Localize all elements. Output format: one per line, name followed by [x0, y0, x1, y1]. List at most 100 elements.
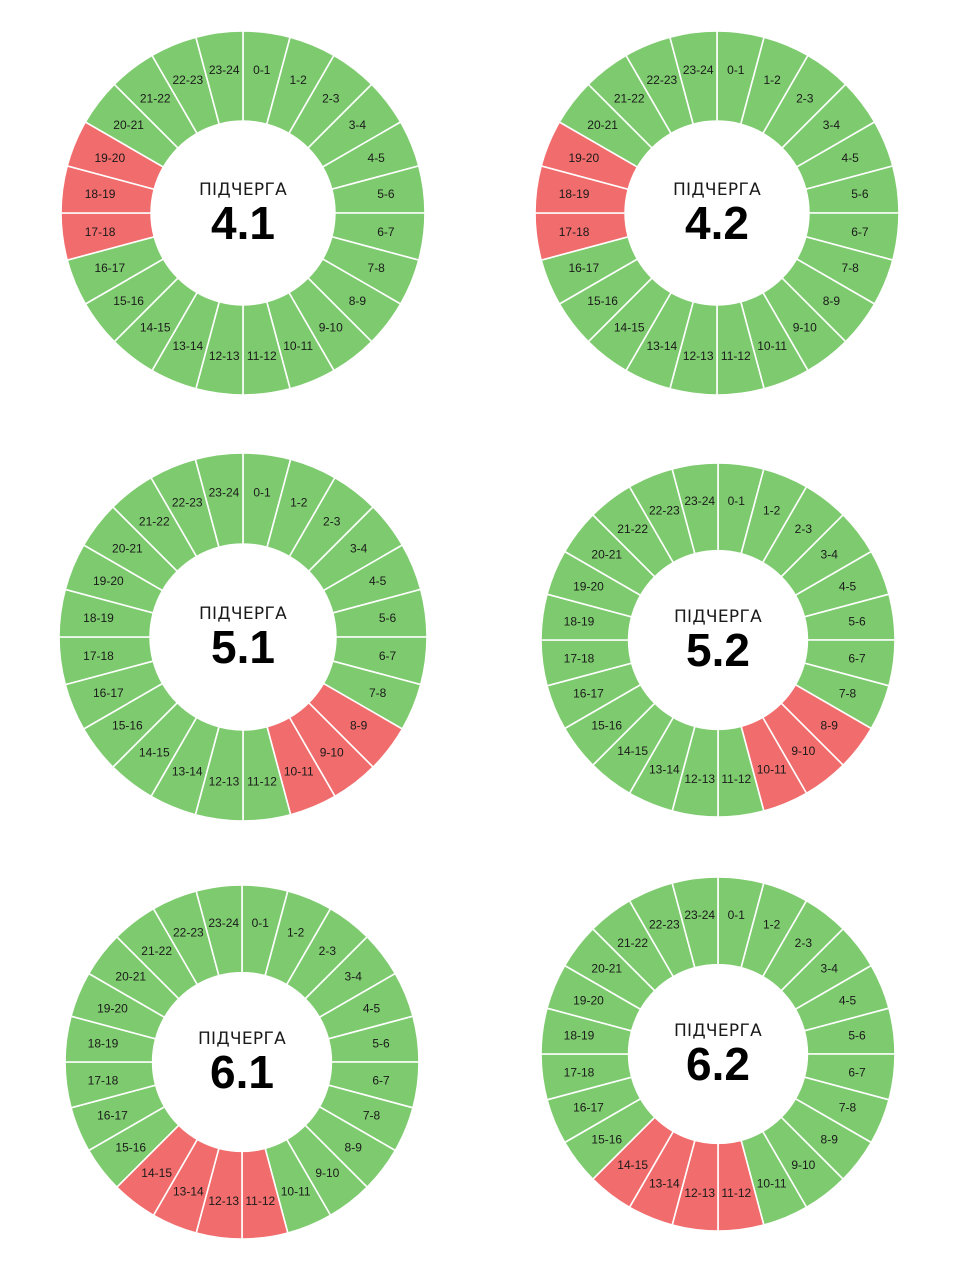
slot-label: 6-7	[848, 651, 866, 665]
slot-label: 9-10	[320, 746, 344, 760]
slot-label: 6-7	[379, 649, 397, 663]
slot-label: 4-5	[839, 993, 857, 1007]
slot-label: 6-7	[851, 225, 869, 239]
slot-label: 22-23	[646, 73, 677, 87]
slot-label: 9-10	[791, 1158, 815, 1172]
slot-label: 9-10	[319, 320, 343, 334]
slot-label: 11-12	[247, 774, 277, 788]
slot-label: 11-12	[721, 772, 751, 786]
slot-label: 4-5	[369, 574, 387, 588]
dial-4-2: 0-1 1-2 2-3 3-4 4-5 5-6 6-7 7-8 8-9 9-10 10-11 11-1…	[534, 30, 900, 396]
subqueue-label: ПІДЧЕРГА	[199, 180, 287, 200]
slot-label: 9-10	[791, 744, 815, 758]
slot-label: 4-5	[368, 151, 386, 165]
dial-5-2-chart: 0-1 1-2 2-3 3-4 4-5 5-6 6-7 7-8 8-9 9-10 10-11 11-1…	[540, 462, 896, 818]
slot-label: 20-21	[587, 118, 618, 132]
slot-label: 0-1	[252, 916, 270, 930]
slot-label: 10-11	[284, 765, 314, 779]
subqueue-label: ПІДЧЕРГА	[674, 1021, 762, 1041]
subqueue-label: ПІДЧЕРГА	[199, 604, 287, 624]
slot-label: 8-9	[350, 719, 368, 733]
dial-6-1-chart: 0-1 1-2 2-3 3-4 4-5 5-6 6-7 7-8 8-9 9-10 10-11 11-1…	[64, 884, 420, 1240]
slot-label: 16-17	[93, 686, 124, 700]
slot-label: 10-11	[757, 1177, 787, 1191]
slot-label: 13-14	[649, 1177, 680, 1191]
slot-label: 17-18	[559, 225, 590, 239]
slot-label: 19-20	[568, 151, 599, 165]
subqueue-number: 5.1	[211, 621, 275, 673]
slot-label: 7-8	[369, 686, 387, 700]
slot-label: 17-18	[85, 225, 116, 239]
slot-label: 2-3	[323, 514, 341, 528]
subqueue-number: 4.1	[211, 197, 275, 249]
slot-label: 5-6	[377, 187, 395, 201]
slot-label: 2-3	[319, 944, 337, 958]
slot-label: 8-9	[823, 294, 841, 308]
slot-label: 5-6	[372, 1037, 390, 1051]
slot-label: 23-24	[208, 916, 239, 930]
slot-label: 20-21	[591, 962, 622, 976]
slot-label: 4-5	[842, 151, 860, 165]
subqueue-label: ПІДЧЕРГА	[674, 607, 762, 627]
slot-label: 6-7	[848, 1065, 866, 1079]
slot-label: 3-4	[350, 541, 368, 555]
slot-label: 11-12	[721, 349, 751, 363]
slot-label: 21-22	[139, 514, 170, 528]
slot-label: 1-2	[290, 495, 308, 509]
slot-label: 3-4	[823, 118, 841, 132]
slot-label: 22-23	[173, 925, 204, 939]
slot-label: 5-6	[851, 187, 869, 201]
slot-label: 12-13	[208, 1194, 239, 1208]
slot-label: 12-13	[684, 1186, 715, 1200]
dial-5-2: 0-1 1-2 2-3 3-4 4-5 5-6 6-7 7-8 8-9 9-10 10-11 11-1…	[540, 462, 896, 818]
slot-label: 2-3	[322, 92, 340, 106]
slot-label: 7-8	[368, 261, 386, 275]
slot-label: 3-4	[345, 970, 363, 984]
slot-label: 0-1	[253, 63, 271, 77]
slot-label: 2-3	[795, 522, 813, 536]
slot-label: 20-21	[112, 541, 143, 555]
slot-label: 20-21	[591, 548, 622, 562]
dial-5-1: 0-1 1-2 2-3 3-4 4-5 5-6 6-7 7-8 8-9 9-10 10-11 11-1…	[58, 452, 428, 822]
slot-label: 15-16	[591, 718, 622, 732]
slot-label: 0-1	[253, 486, 271, 500]
slot-label: 9-10	[793, 320, 817, 334]
slot-label: 6-7	[377, 225, 395, 239]
slot-label: 7-8	[842, 261, 860, 275]
slot-label: 15-16	[587, 294, 618, 308]
slot-label: 10-11	[757, 763, 787, 777]
slot-label: 8-9	[349, 294, 367, 308]
slot-label: 1-2	[763, 917, 781, 931]
slot-label: 11-12	[247, 349, 277, 363]
slot-label: 18-19	[564, 615, 595, 629]
slot-label: 23-24	[209, 63, 240, 77]
slot-label: 3-4	[821, 962, 839, 976]
slot-label: 10-11	[281, 1185, 311, 1199]
subqueue-number: 5.2	[686, 624, 750, 676]
slot-label: 1-2	[763, 503, 781, 517]
slot-label: 20-21	[113, 118, 144, 132]
slot-23-24-on	[194, 452, 244, 549]
dial-6-2: 0-1 1-2 2-3 3-4 4-5 5-6 6-7 7-8 8-9 9-10 10-11 11-1…	[540, 876, 896, 1232]
subqueue-label: ПІДЧЕРГА	[198, 1029, 286, 1049]
slot-23-24-on	[195, 884, 243, 977]
slot-label: 12-13	[684, 772, 715, 786]
subqueue-number: 6.1	[210, 1046, 274, 1098]
slot-label: 19-20	[573, 993, 604, 1007]
slot-label: 6-7	[372, 1073, 390, 1087]
slot-label: 16-17	[573, 687, 604, 701]
slot-23-24-on	[194, 30, 244, 126]
slot-label: 17-18	[564, 651, 595, 665]
slot-label: 21-22	[140, 92, 171, 106]
slot-label: 3-4	[349, 118, 367, 132]
slot-label: 17-18	[83, 649, 114, 663]
slot-label: 18-19	[88, 1037, 119, 1051]
slot-label: 15-16	[112, 719, 143, 733]
slot-label: 17-18	[564, 1065, 595, 1079]
slot-label: 19-20	[573, 579, 604, 593]
slot-label: 16-17	[94, 261, 125, 275]
dial-6-1: 0-1 1-2 2-3 3-4 4-5 5-6 6-7 7-8 8-9 9-10 10-11 11-1…	[64, 884, 420, 1240]
dial-4-2-chart: 0-1 1-2 2-3 3-4 4-5 5-6 6-7 7-8 8-9 9-10 10-11 11-1…	[534, 30, 900, 396]
slot-label: 18-19	[559, 187, 590, 201]
slot-label: 14-15	[139, 746, 170, 760]
